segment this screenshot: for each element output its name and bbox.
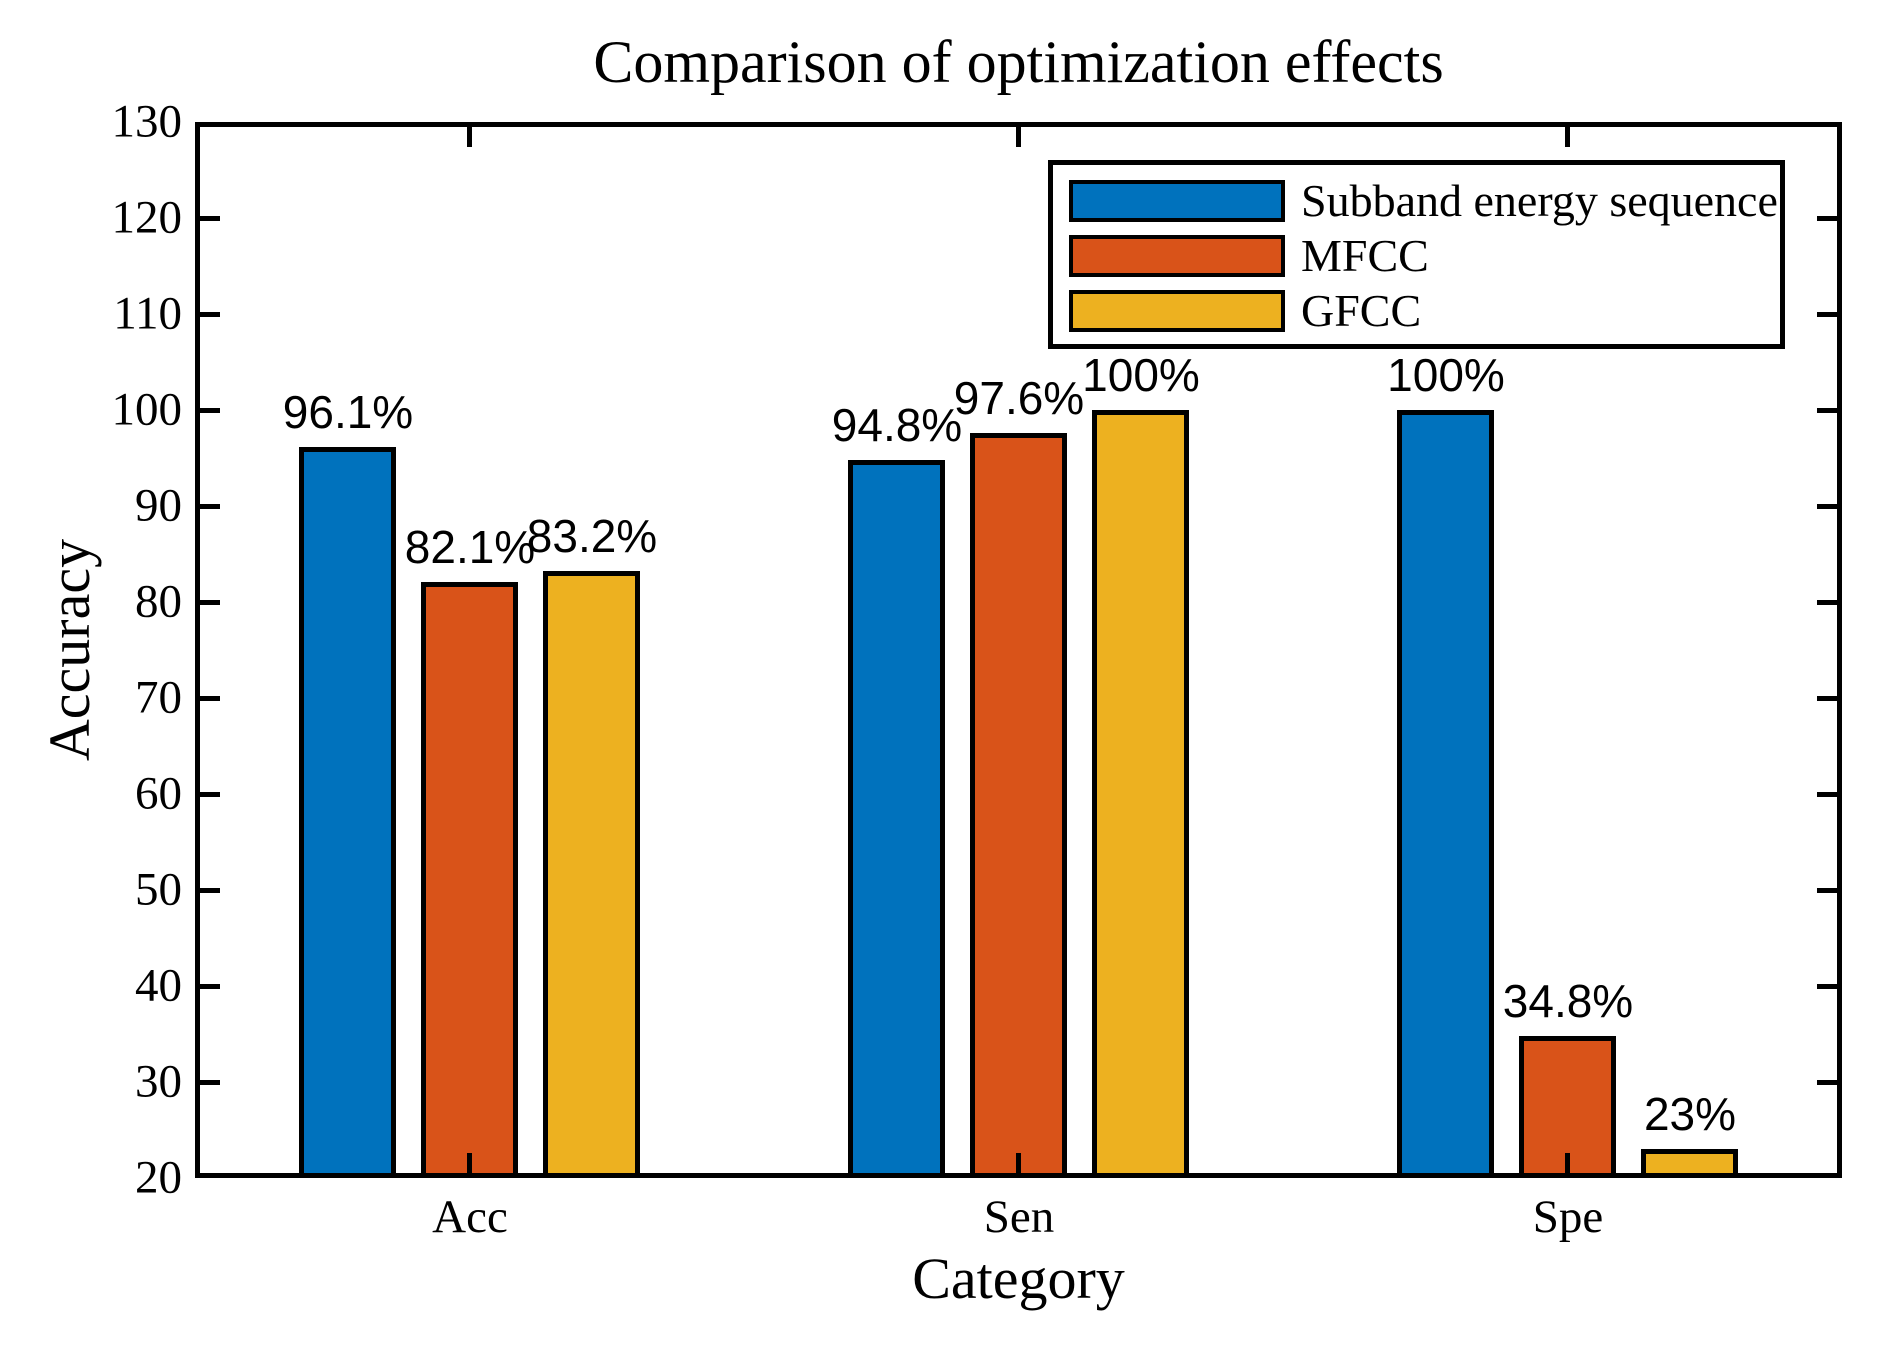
bar — [1092, 410, 1189, 1178]
bar — [1641, 1149, 1738, 1178]
x-tick-mark — [1016, 127, 1021, 147]
y-tick-mark — [200, 1080, 220, 1085]
y-tick-mark — [1817, 696, 1837, 701]
y-tick-mark — [200, 600, 220, 605]
bar — [299, 447, 396, 1178]
bar-value-label: 96.1% — [282, 386, 414, 438]
y-tick-label: 120 — [111, 191, 183, 244]
bar — [421, 582, 518, 1178]
legend-label: MFCC — [1301, 230, 1429, 281]
bar-value-label: 97.6% — [953, 372, 1085, 424]
legend-item: MFCC — [1069, 230, 1780, 281]
y-tick-mark — [1817, 984, 1837, 989]
y-tick-mark — [200, 312, 220, 317]
y-tick-mark — [200, 792, 220, 797]
bar-value-label: 83.2% — [526, 510, 658, 562]
y-tick-mark — [1817, 888, 1837, 893]
legend-label: GFCC — [1301, 285, 1422, 336]
bar — [848, 460, 945, 1178]
y-tick-label: 70 — [135, 671, 182, 724]
y-tick-mark — [200, 408, 220, 413]
x-tick-mark — [467, 127, 472, 147]
y-tick-label: 110 — [113, 287, 182, 340]
y-tick-mark — [200, 984, 220, 989]
y-tick-mark — [1817, 408, 1837, 413]
y-tick-label: 60 — [135, 767, 182, 820]
bar — [1397, 410, 1494, 1178]
y-tick-mark — [1817, 1080, 1837, 1085]
y-tick-mark — [1817, 216, 1837, 221]
y-tick-mark — [1817, 792, 1837, 797]
y-tick-mark — [200, 888, 220, 893]
y-tick-mark — [1817, 504, 1837, 509]
legend-swatch — [1069, 290, 1285, 332]
y-tick-label: 30 — [135, 1055, 182, 1108]
bar-value-label: 94.8% — [831, 399, 963, 451]
y-tick-label: 130 — [111, 95, 183, 148]
y-tick-label: 50 — [135, 863, 182, 916]
legend-swatch — [1069, 180, 1285, 222]
legend: Subband energy sequence MFCC GFCC — [1048, 160, 1785, 349]
bar-value-label: 23% — [1643, 1088, 1737, 1140]
y-tick-mark — [200, 216, 220, 221]
bar-value-label: 100% — [1082, 349, 1200, 401]
bar-value-label: 34.8% — [1502, 975, 1634, 1027]
y-tick-label: 80 — [135, 575, 182, 628]
bar — [970, 433, 1067, 1178]
legend-swatch — [1069, 235, 1285, 277]
x-tick-label: Acc — [432, 1191, 508, 1243]
y-tick-mark — [1817, 600, 1837, 605]
x-tick-mark — [467, 1153, 472, 1173]
x-tick-mark — [1016, 1153, 1021, 1173]
y-tick-label: 90 — [135, 479, 182, 532]
y-tick-label: 40 — [135, 959, 182, 1012]
y-tick-label: 20 — [135, 1151, 182, 1204]
y-tick-mark — [200, 504, 220, 509]
x-axis-label: Category — [912, 1246, 1125, 1311]
legend-label: Subband energy sequence — [1301, 175, 1778, 226]
bar-value-label: 100% — [1387, 349, 1505, 401]
x-tick-mark — [1565, 127, 1570, 147]
y-tick-mark — [1817, 312, 1837, 317]
x-tick-label: Spe — [1532, 1191, 1604, 1243]
y-axis-label: Accuracy — [37, 538, 102, 762]
y-tick-mark — [200, 696, 220, 701]
x-tick-mark — [1565, 1153, 1570, 1173]
legend-item: GFCC — [1069, 285, 1780, 336]
chart-title: Comparison of optimization effects — [593, 29, 1444, 95]
bar-value-label: 82.1% — [404, 521, 536, 573]
legend-item: Subband energy sequence — [1069, 175, 1780, 226]
bar — [543, 571, 640, 1178]
y-tick-label: 100 — [111, 383, 183, 436]
x-tick-label: Sen — [983, 1191, 1055, 1243]
